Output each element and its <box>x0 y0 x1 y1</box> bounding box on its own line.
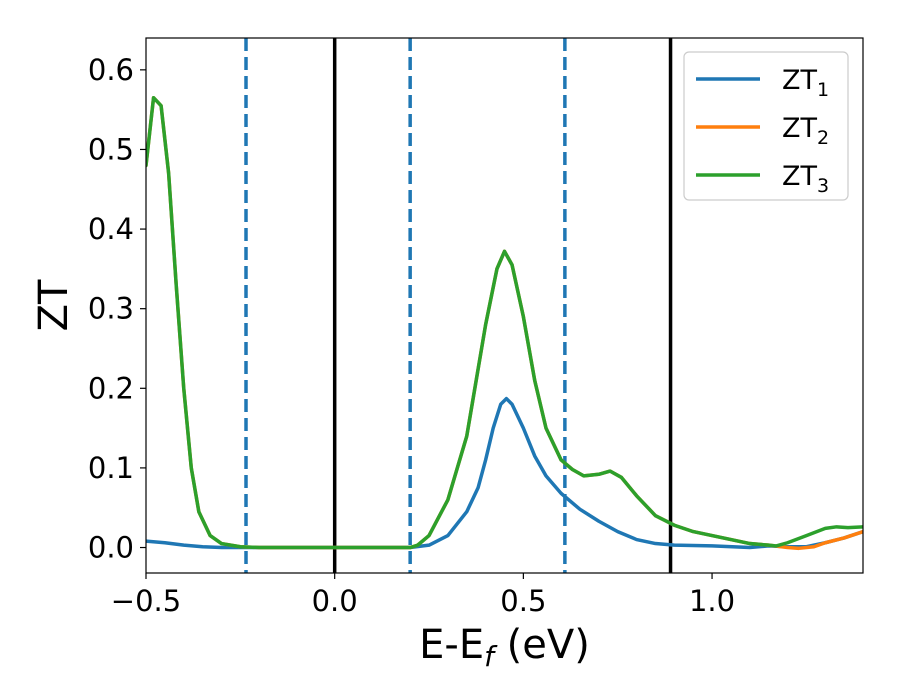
series-line-3 <box>146 95 863 550</box>
legend-box <box>683 51 849 201</box>
x-axis-label: E-Ef (eV) <box>419 622 590 673</box>
y-axis-ticks: 0.0 0.1 0.2 0.3 0.4 0.5 0.6 <box>88 53 146 565</box>
x-tick-label-3: 1.0 <box>689 584 735 618</box>
y-axis-label: ZT <box>31 279 77 331</box>
y-tick-label-5: 0.5 <box>88 132 134 166</box>
legend-label-3: ZT3 <box>782 161 829 197</box>
reference-lines <box>244 38 673 573</box>
y-tick-label-2: 0.2 <box>88 371 134 405</box>
legend: ZT1 ZT2 ZT3 <box>683 51 849 201</box>
x-tick-label-0: −0.5 <box>111 584 181 618</box>
legend-label-2: ZT2 <box>782 113 829 149</box>
y-tick-label-6: 0.6 <box>88 53 134 87</box>
legend-label-1: ZT1 <box>782 65 829 101</box>
y-tick-label-4: 0.4 <box>88 212 134 246</box>
x-tick-label-1: 0.0 <box>312 584 358 618</box>
y-tick-label-1: 0.1 <box>88 451 134 485</box>
series-line-1 <box>146 396 863 550</box>
x-axis-ticks: −0.5 0.0 0.5 1.0 <box>111 573 735 618</box>
y-tick-label-3: 0.3 <box>88 292 134 326</box>
series-lines <box>146 95 863 551</box>
y-tick-label-0: 0.0 <box>88 531 134 565</box>
plot-frame <box>145 37 864 574</box>
x-tick-label-2: 0.5 <box>500 584 546 618</box>
